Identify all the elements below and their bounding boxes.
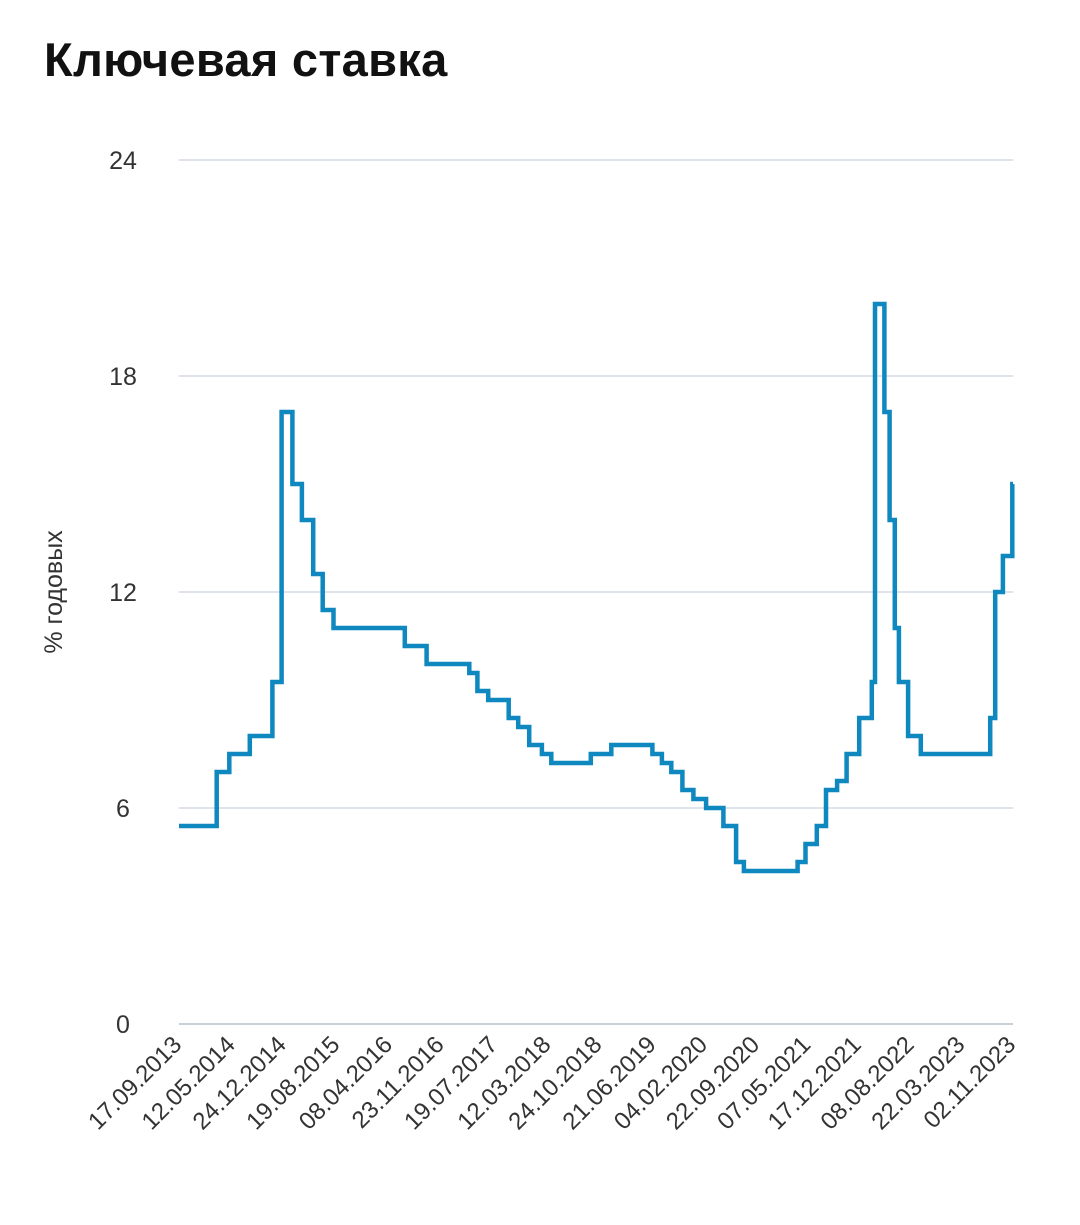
y-tick-label: 6 (116, 795, 130, 823)
y-axis-label: % годовых (40, 530, 68, 654)
y-tick-label: 12 (109, 579, 137, 607)
y-tick-label: 18 (109, 363, 137, 391)
y-tick-label: 24 (109, 147, 137, 175)
x-axis-ticks: 17.09.201312.05.201424.12.201419.08.2015… (83, 1031, 1021, 1135)
grid-lines (179, 159, 1013, 1025)
series-line-key-rate (179, 301, 1015, 874)
y-tick-label: 0 (116, 1011, 130, 1039)
chart-title: Ключевая ставка (44, 33, 448, 86)
series-group (179, 301, 1015, 874)
y-axis-ticks: 0 6 12 18 24 (109, 147, 137, 1039)
